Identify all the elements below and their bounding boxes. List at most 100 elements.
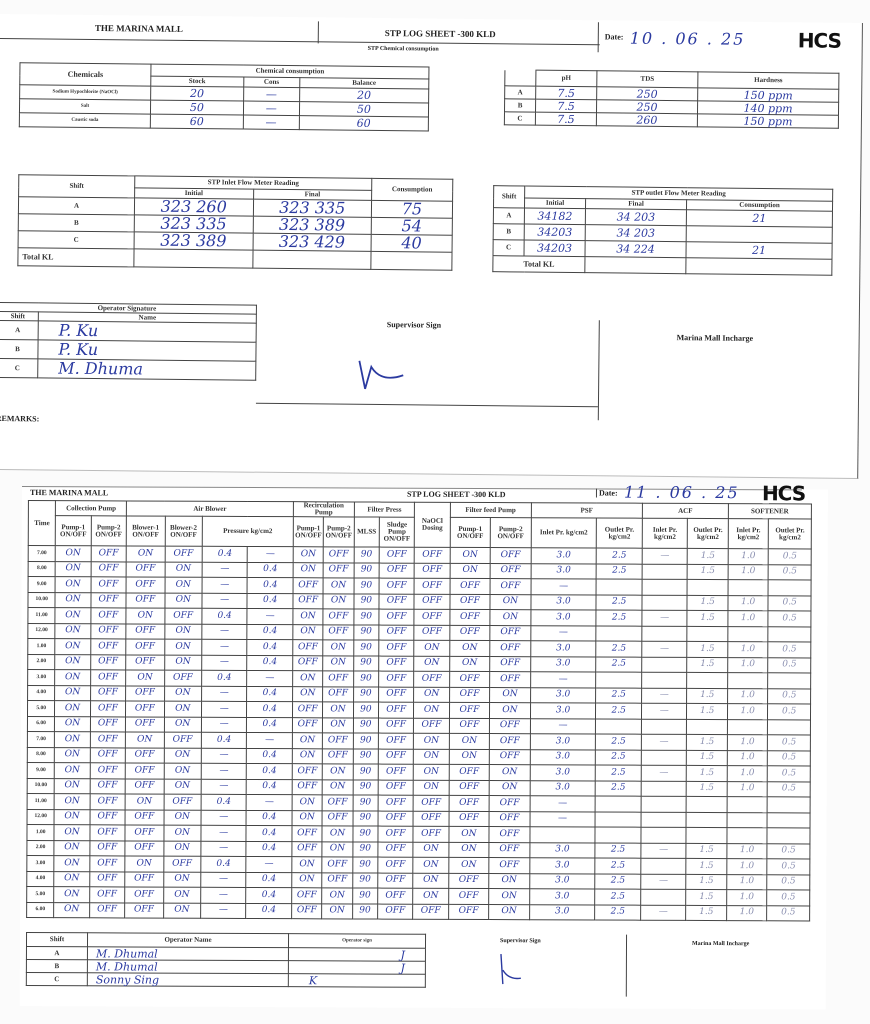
chemical-consumption-table: Chemicals Chemical consumption Stock Con… bbox=[19, 62, 430, 131]
sheet-title: STP LOG SHEET -300 KLD bbox=[384, 28, 496, 40]
cell-blower1: ON bbox=[124, 855, 164, 872]
supervisor-signature bbox=[500, 954, 521, 985]
cell-psf-inlet: 3.0 bbox=[530, 594, 597, 611]
chem-name: Caustic soda bbox=[19, 112, 151, 129]
cell-mlss: 90 bbox=[352, 763, 379, 780]
cell-softener-inlet: 1.0 bbox=[728, 564, 769, 580]
cell-acf-inlet bbox=[642, 563, 688, 580]
cell-softener-inlet: 1.0 bbox=[727, 734, 768, 751]
inlet-flow-table: Shift STP Inlet Flow Meter Reading Consu… bbox=[17, 174, 453, 271]
cell-softener-outlet bbox=[768, 579, 812, 596]
cell-psf-outlet: 2.5 bbox=[595, 858, 641, 874]
cell-psf-outlet: 2.5 bbox=[595, 873, 641, 890]
cell-pressure-a: — bbox=[201, 747, 247, 764]
operator-row: C M. Dhuma bbox=[0, 358, 256, 381]
cell-mlss: 90 bbox=[353, 577, 380, 594]
cell-time: 7.00 bbox=[28, 545, 56, 562]
cell-ff1: ON bbox=[449, 748, 490, 765]
cell-acf-outlet: 1.5 bbox=[687, 548, 729, 565]
cell-rp1: OFF bbox=[292, 639, 324, 656]
cell-cp2: OFF bbox=[89, 855, 125, 872]
cell-sludge-pump: OFF bbox=[378, 686, 414, 703]
operator-name: M. Dhuma bbox=[37, 359, 256, 381]
cell-acf-inlet: — bbox=[640, 873, 687, 890]
cell-acf-outlet: 1.5 bbox=[686, 842, 727, 859]
cell-sludge-pump: OFF bbox=[377, 841, 414, 858]
cell-softener-outlet: 0.5 bbox=[767, 843, 810, 859]
cell-mlss: 90 bbox=[352, 856, 378, 873]
cell-psf-outlet: 2.5 bbox=[595, 703, 642, 719]
cell-naocl-dosing: ON bbox=[413, 686, 450, 703]
cell-rp1: OFF bbox=[291, 887, 323, 904]
cell-pressure-b: 0.4 bbox=[247, 577, 294, 594]
cell-cp2: OFF bbox=[90, 654, 126, 670]
cell-acf-outlet: 1.5 bbox=[686, 687, 728, 704]
cell-psf-inlet: 3.0 bbox=[529, 749, 596, 766]
cell-rp2: OFF bbox=[322, 810, 353, 826]
col-ff1: Pump-1 ON/OFF bbox=[449, 517, 491, 548]
cell-softener-inlet: 1.0 bbox=[726, 843, 768, 859]
col-acf-outlet: Outlet Pr. kg/cm2 bbox=[687, 518, 729, 549]
cell-naocl-dosing: ON bbox=[413, 872, 449, 889]
col-naocl-dosing: NaOCl Dosing bbox=[414, 502, 451, 548]
cell-cp1: ON bbox=[55, 607, 91, 624]
cell-cp1: ON bbox=[54, 778, 90, 794]
col-shift: Shift bbox=[0, 311, 39, 321]
tds-value: 250 bbox=[596, 99, 698, 114]
cell-rp2: ON bbox=[322, 717, 354, 733]
cell-mlss: 90 bbox=[352, 903, 378, 920]
cell-psf-outlet: 2.5 bbox=[596, 610, 642, 626]
cell-pressure-b: — bbox=[247, 670, 293, 687]
cell-cp1: ON bbox=[54, 731, 91, 748]
col-softener: SOFTENER bbox=[728, 503, 812, 519]
col-cons: Cons bbox=[243, 77, 300, 88]
cell-psf-outlet: 2.5 bbox=[595, 842, 641, 859]
cell-sludge-pump: OFF bbox=[378, 593, 415, 610]
cell-sludge-pump: OFF bbox=[378, 748, 414, 765]
cell-cp2: OFF bbox=[90, 607, 127, 624]
cell-pressure-b: 0.4 bbox=[247, 654, 293, 671]
cell-mlss: 90 bbox=[353, 670, 379, 687]
cell-blower1: OFF bbox=[125, 716, 165, 733]
cell-pressure-b: 0.4 bbox=[246, 887, 292, 904]
cell-psf-outlet bbox=[596, 625, 642, 642]
cell-ff1: OFF bbox=[449, 578, 491, 595]
cell-psf-inlet: 3.0 bbox=[530, 640, 597, 657]
cell-naocl-dosing: ON bbox=[413, 779, 449, 796]
chem-cons: — bbox=[243, 115, 300, 130]
cell-mlss: 90 bbox=[353, 686, 379, 703]
cell-acf-outlet: 1.5 bbox=[686, 873, 727, 890]
chem-name: Salt bbox=[19, 98, 151, 115]
cell-naocl-dosing: OFF bbox=[414, 624, 450, 641]
shift: A bbox=[504, 85, 536, 100]
divider bbox=[597, 22, 599, 53]
col-collection-pump: Collection Pump bbox=[55, 500, 127, 516]
cell-pressure-b: 0.4 bbox=[246, 716, 293, 733]
shift: C bbox=[26, 972, 88, 986]
cell-blower2: ON bbox=[164, 701, 202, 717]
cell-pressure-b: 0.4 bbox=[246, 840, 292, 857]
cell-blower2: ON bbox=[164, 685, 202, 702]
cell-rp2: OFF bbox=[323, 624, 354, 640]
total-kl-label: Total KL bbox=[492, 255, 585, 273]
divider bbox=[317, 21, 319, 44]
cell-ff1: OFF bbox=[448, 888, 489, 905]
cell-cp2: OFF bbox=[90, 669, 126, 686]
cell-pressure-a: — bbox=[201, 701, 248, 717]
total-kl-label: Total KL bbox=[17, 247, 135, 267]
final-reading: 323 429 bbox=[252, 232, 372, 252]
shift: A bbox=[493, 207, 525, 225]
cell-pressure-a: — bbox=[200, 809, 247, 826]
cell-psf-inlet: 3.0 bbox=[529, 904, 596, 921]
cell-softener-inlet: 1.0 bbox=[726, 858, 768, 875]
cell-naocl-dosing: ON bbox=[413, 764, 450, 780]
date-label: Date: bbox=[595, 488, 618, 498]
operator-row: C Sonny Sing K bbox=[26, 972, 426, 988]
cell-acf-outlet bbox=[687, 625, 728, 642]
cell-rp2: ON bbox=[322, 825, 353, 842]
log-rows: 7.00 ON OFF ON OFF 0.4— ON OFF 90 OFF OFF ON OFF 3.0 2… bbox=[26, 545, 812, 921]
cell-pressure-b: 0.4 bbox=[246, 902, 292, 919]
initial-reading: 34203 bbox=[523, 240, 586, 257]
cell-psf-outlet: 2.5 bbox=[595, 904, 641, 921]
cell-psf-outlet: 2.5 bbox=[596, 594, 642, 611]
